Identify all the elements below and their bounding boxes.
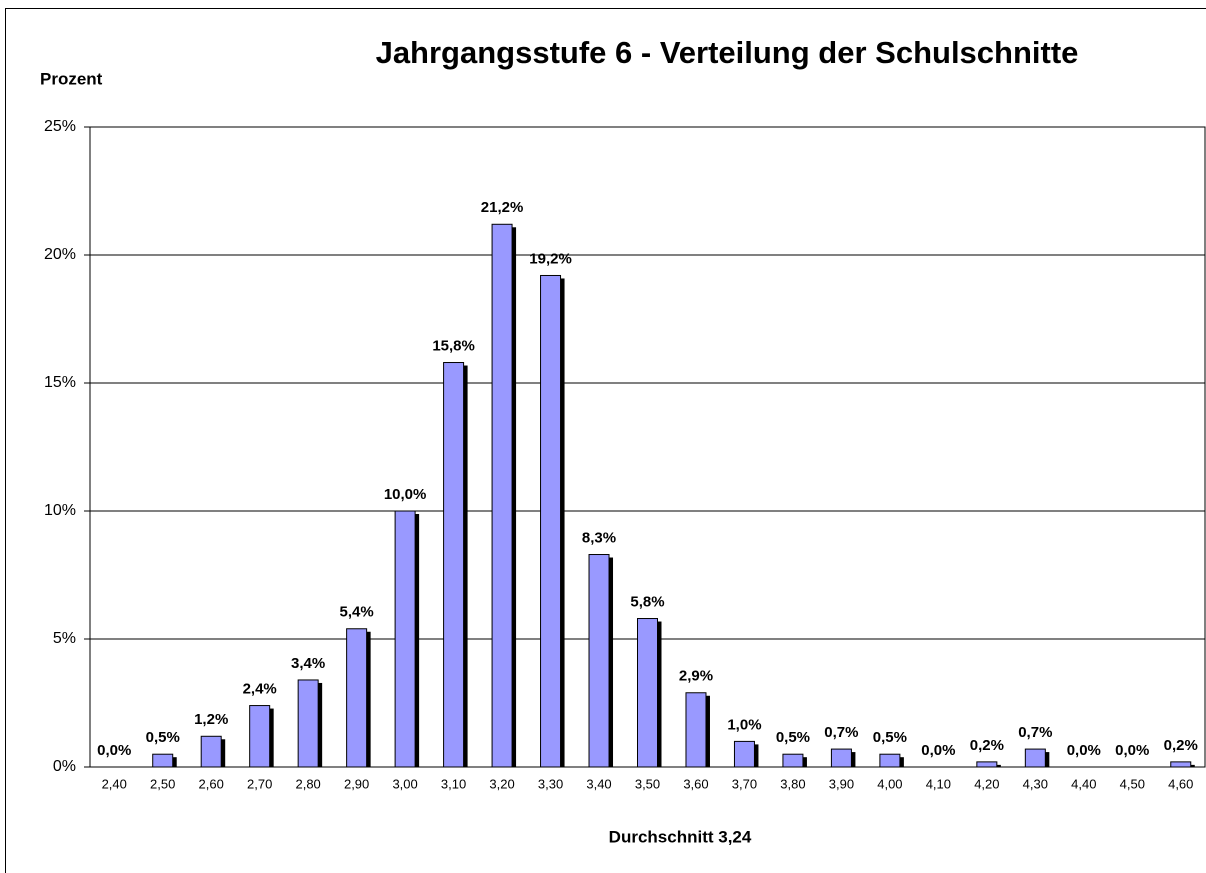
value-label: 5,8% — [630, 593, 664, 610]
x-axis-label: Durchschnitt 3,24 — [609, 827, 752, 846]
value-label: 0,7% — [824, 724, 858, 741]
x-tick-label: 4,40 — [1071, 776, 1096, 791]
y-tick-label: 20% — [44, 246, 76, 263]
x-tick-label: 4,00 — [877, 776, 902, 791]
value-label: 0,0% — [97, 742, 131, 759]
x-tick-label: 3,80 — [780, 776, 805, 791]
frame — [5, 8, 1206, 873]
x-tick-label: 4,20 — [974, 776, 999, 791]
x-tick-label: 3,70 — [732, 776, 757, 791]
x-tick-label: 3,60 — [683, 776, 708, 791]
value-label: 8,3% — [582, 529, 616, 546]
value-label: 0,7% — [1018, 724, 1052, 741]
bar — [297, 679, 319, 768]
value-label: 19,2% — [529, 250, 572, 267]
y-tick-label: 0% — [53, 758, 76, 775]
value-label: 2,9% — [679, 668, 713, 685]
x-tick-label: 3,30 — [538, 776, 563, 791]
bar — [588, 554, 610, 768]
x-tick-label: 2,70 — [247, 776, 272, 791]
value-label: 21,2% — [481, 199, 524, 216]
x-tick-label: 3,90 — [829, 776, 854, 791]
value-label: 0,5% — [776, 729, 810, 746]
x-tick-label: 3,40 — [586, 776, 611, 791]
value-label: 2,4% — [243, 681, 277, 698]
bar — [1024, 748, 1046, 768]
bar — [879, 753, 901, 768]
x-tick-label: 2,80 — [295, 776, 320, 791]
y-tick-label: 5% — [53, 630, 76, 647]
x-tick-label: 3,10 — [441, 776, 466, 791]
x-tick-label: 2,60 — [199, 776, 224, 791]
x-tick-label: 2,40 — [102, 776, 127, 791]
x-tick-label: 3,00 — [392, 776, 417, 791]
bar — [443, 362, 465, 768]
value-label: 10,0% — [384, 486, 427, 503]
value-label: 3,4% — [291, 655, 325, 672]
bar — [830, 748, 852, 768]
bar — [152, 753, 174, 768]
value-label: 1,0% — [727, 716, 761, 733]
x-tick-label: 4,50 — [1120, 776, 1145, 791]
value-label: 0,2% — [970, 737, 1004, 754]
x-tick-label: 3,50 — [635, 776, 660, 791]
x-tick-label: 2,50 — [150, 776, 175, 791]
bar — [782, 753, 804, 768]
y-axis-label: Prozent — [40, 69, 103, 88]
value-label: 0,5% — [146, 729, 180, 746]
bar — [976, 761, 998, 768]
value-label: 1,2% — [194, 711, 228, 728]
value-label: 0,0% — [1067, 742, 1101, 759]
y-tick-label: 10% — [44, 502, 76, 519]
x-tick-label: 4,10 — [926, 776, 951, 791]
value-label: 0,0% — [1115, 742, 1149, 759]
y-tick-label: 25% — [44, 118, 76, 135]
bar — [540, 274, 562, 768]
bar — [1170, 761, 1192, 768]
bar — [200, 735, 222, 768]
value-label: 15,8% — [432, 337, 475, 354]
bar — [346, 628, 368, 768]
value-label: 0,0% — [921, 742, 955, 759]
value-label: 0,5% — [873, 729, 907, 746]
bar — [733, 740, 755, 768]
chart-title: Jahrgangsstufe 6 - Verteilung der Schuls… — [376, 35, 1079, 70]
y-tick-label: 15% — [44, 374, 76, 391]
x-tick-label: 4,30 — [1023, 776, 1048, 791]
x-tick-label: 2,90 — [344, 776, 369, 791]
x-tick-label: 3,20 — [489, 776, 514, 791]
bar — [394, 510, 416, 768]
bar — [249, 705, 271, 768]
bar — [637, 618, 658, 768]
value-label: 0,2% — [1164, 737, 1198, 754]
x-tick-label: 4,60 — [1168, 776, 1193, 791]
bar — [491, 223, 513, 768]
value-label: 5,4% — [340, 604, 374, 621]
bar — [685, 692, 707, 768]
